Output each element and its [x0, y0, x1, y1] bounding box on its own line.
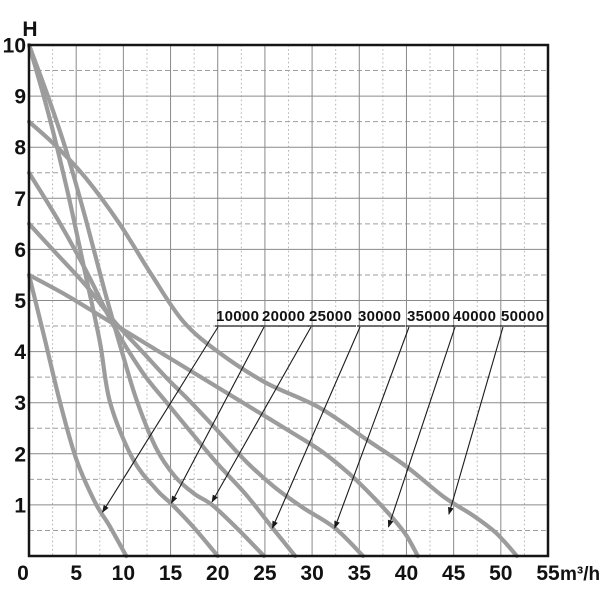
x-tick-35: 35	[348, 562, 372, 585]
pump-curve-50000	[26, 119, 519, 559]
leader-line-30000	[271, 326, 361, 529]
y-tick-8: 8	[14, 137, 26, 160]
y-tick-labels: 1 2 3 4 5 6 7 8 9 10	[3, 35, 27, 518]
curve-label-35000: 35000	[407, 308, 450, 325]
y-tick-7: 7	[14, 188, 26, 211]
x-tick-0: 0	[17, 562, 29, 585]
pump-curve-35000	[26, 221, 366, 559]
y-tick-6: 6	[14, 239, 26, 262]
y-axis-title: H	[22, 18, 37, 41]
pump-curves	[26, 42, 519, 559]
x-tick-5: 5	[70, 562, 82, 585]
leader-line-20000	[171, 326, 265, 504]
x-tick-30: 30	[300, 562, 323, 585]
y-tick-4: 4	[14, 341, 26, 364]
x-tick-labels: 0 5 10 15 20 25 30 35 40 45 50 55	[17, 562, 560, 585]
curve-label-30000: 30000	[358, 308, 401, 325]
y-tick-3: 3	[14, 392, 26, 415]
leader-line-10000	[102, 326, 219, 513]
curve-label-10000: 10000	[216, 308, 259, 325]
curve-label-40000: 40000	[453, 308, 496, 325]
x-tick-50: 50	[489, 562, 512, 585]
leader-line-40000	[387, 326, 456, 528]
y-tick-5: 5	[14, 290, 26, 313]
pump-curve-40000	[26, 272, 420, 559]
curve-label-25000: 25000	[309, 308, 352, 325]
x-tick-25: 25	[253, 562, 277, 585]
y-tick-2: 2	[14, 443, 26, 466]
x-tick-40: 40	[395, 562, 418, 585]
pump-curve-10000	[26, 272, 129, 559]
y-tick-9: 9	[14, 86, 26, 109]
leader-line-35000	[334, 326, 410, 529]
pump-curve-20000	[26, 42, 220, 559]
x-tick-45: 45	[442, 562, 466, 585]
leader-line-25000	[211, 326, 312, 503]
curve-labels: 10000 20000 25000 30000 35000 40000 50000	[215, 308, 548, 327]
pump-curve-25000	[26, 42, 267, 559]
x-tick-15: 15	[159, 562, 183, 585]
x-axis-unit: m³/h	[560, 564, 600, 585]
x-tick-55: 55	[536, 562, 560, 585]
grid-major	[29, 45, 548, 556]
leader-lines	[102, 326, 504, 529]
pump-curve-30000	[26, 170, 298, 559]
curve-label-50000: 50000	[501, 308, 544, 325]
x-tick-20: 20	[206, 562, 229, 585]
plot-frame	[27, 43, 550, 558]
x-tick-10: 10	[112, 562, 135, 585]
y-tick-1: 1	[14, 494, 26, 517]
curve-label-20000: 20000	[262, 308, 305, 325]
y-tick-10: 10	[3, 35, 26, 58]
leader-line-50000	[448, 326, 504, 516]
